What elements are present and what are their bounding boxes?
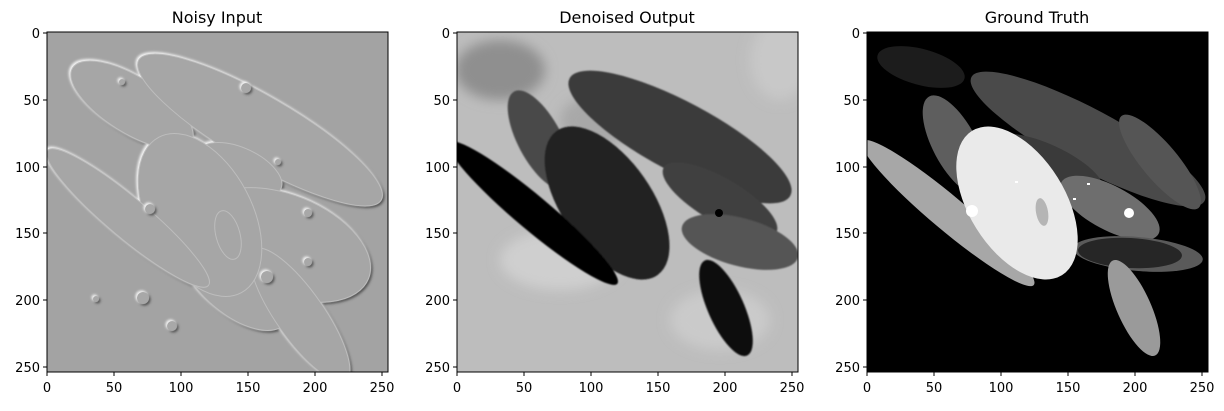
x-axis-ticks: [866, 372, 1203, 376]
tick-label: 200: [15, 294, 40, 309]
tick-label: 0: [442, 27, 450, 42]
tick-label: 200: [425, 294, 450, 309]
tick-label: 250: [1190, 381, 1215, 396]
tick-label: 50: [23, 94, 40, 109]
x-axis-ticks: [46, 372, 383, 376]
tick-label: 200: [835, 294, 860, 309]
tick-label: 150: [646, 381, 671, 396]
y-axis-ticks: [453, 32, 457, 368]
tick-label: 250: [425, 361, 450, 376]
y-axis-ticks: [43, 32, 47, 368]
noisy-input-image: [47, 32, 388, 372]
tick-label: 0: [852, 27, 860, 42]
tick-label: 250: [780, 381, 805, 396]
x-axis-ticks: [456, 372, 793, 376]
tick-label: 100: [15, 161, 40, 176]
tick-label: 200: [1123, 381, 1148, 396]
tick-label: 0: [863, 381, 871, 396]
tick-label: 0: [453, 381, 461, 396]
y-axis-labels: 0 50 100 150 200 250: [425, 27, 450, 376]
y-axis-ticks: [863, 32, 867, 368]
tick-label: 250: [370, 381, 395, 396]
panel-ground-truth: Ground Truth 0 50: [835, 8, 1215, 396]
panel-title: Noisy Input: [172, 8, 263, 27]
tick-label: 50: [106, 381, 123, 396]
tick-label: 150: [15, 227, 40, 242]
x-axis-labels: 0 50 100 150 200 250: [863, 381, 1215, 396]
tick-label: 150: [835, 227, 860, 242]
tick-label: 200: [713, 381, 738, 396]
y-axis-labels: 0 50 100 150 200 250: [15, 27, 40, 376]
tick-label: 100: [835, 161, 860, 176]
tick-label: 50: [433, 94, 450, 109]
x-axis-labels: 0 50 100 150 200 250: [453, 381, 805, 396]
tick-label: 250: [15, 361, 40, 376]
x-axis-labels: 0 50 100 150 200 250: [43, 381, 395, 396]
tick-label: 0: [32, 27, 40, 42]
panel-denoised-output: Denoised Output: [425, 8, 805, 396]
tick-label: 150: [1056, 381, 1081, 396]
panel-title: Ground Truth: [985, 8, 1090, 27]
y-axis-labels: 0 50 100 150 200 250: [835, 27, 860, 376]
tick-label: 100: [989, 381, 1014, 396]
tick-label: 150: [236, 381, 261, 396]
tick-label: 50: [843, 94, 860, 109]
tick-label: 50: [926, 381, 943, 396]
tick-label: 100: [169, 381, 194, 396]
tick-label: 150: [425, 227, 450, 242]
tick-label: 100: [579, 381, 604, 396]
denoised-output-image: [457, 32, 798, 372]
panel-noisy-input: Noisy Input: [15, 8, 395, 396]
tick-label: 100: [425, 161, 450, 176]
panel-title: Denoised Output: [559, 8, 695, 27]
ground-truth-image: [867, 32, 1208, 372]
tick-label: 250: [835, 361, 860, 376]
tick-label: 0: [43, 381, 51, 396]
tick-label: 50: [516, 381, 533, 396]
tick-label: 200: [303, 381, 328, 396]
